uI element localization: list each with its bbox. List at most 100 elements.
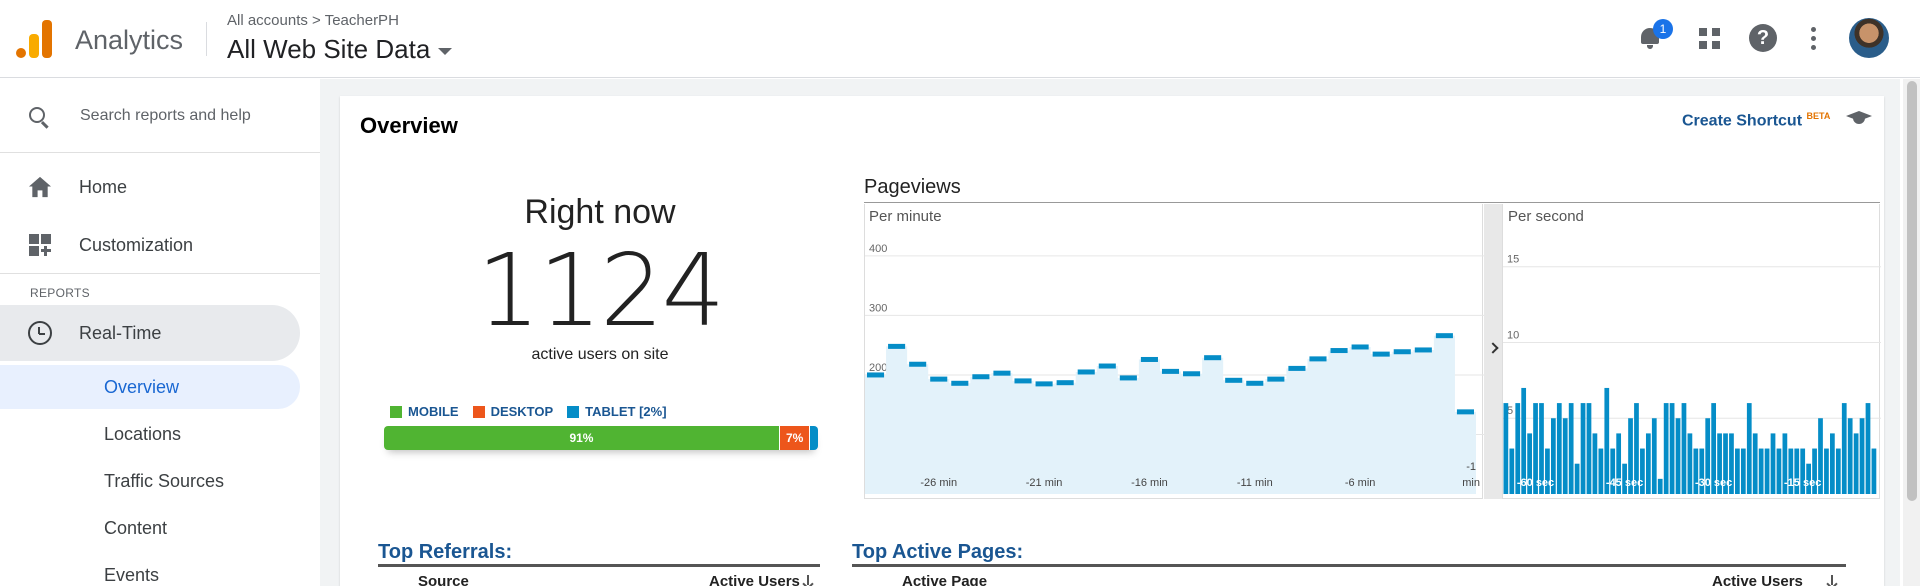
bar bbox=[1610, 448, 1616, 494]
sidebar-item-traffic-sources[interactable]: Traffic Sources bbox=[104, 471, 225, 491]
bar bbox=[1735, 448, 1740, 494]
col-active-page[interactable]: Active Page bbox=[902, 573, 988, 586]
bar bbox=[1711, 403, 1717, 494]
bar bbox=[1568, 403, 1574, 494]
x-tick-label: -30 sec bbox=[1695, 477, 1732, 489]
bar bbox=[1634, 403, 1639, 494]
sort-arrow-icon[interactable] bbox=[1827, 575, 1837, 586]
y-tick-label: 5 bbox=[1507, 405, 1513, 417]
property-selector[interactable]: All Web Site Data bbox=[227, 34, 453, 65]
sidebar-item-locations[interactable]: Locations bbox=[104, 424, 182, 444]
col-source[interactable]: Source bbox=[418, 573, 469, 586]
apps-grid-icon[interactable] bbox=[1699, 28, 1721, 50]
data-point bbox=[1225, 377, 1243, 383]
right-now-label: Right now bbox=[524, 193, 676, 231]
sidebar: Search reports and help Home Customizati… bbox=[0, 79, 320, 586]
analytics-logo-icon[interactable] bbox=[16, 18, 52, 58]
bar bbox=[1675, 418, 1681, 494]
legend-tablet: TABLET [2%] bbox=[567, 404, 667, 419]
bar bbox=[1824, 448, 1829, 494]
sidebar-item-events[interactable]: Events bbox=[104, 565, 160, 585]
pageviews-title-rule bbox=[864, 202, 1880, 203]
header-divider bbox=[206, 22, 207, 56]
bar bbox=[1746, 403, 1752, 494]
bar bbox=[1687, 433, 1693, 494]
reports-section-label: REPORTS bbox=[30, 286, 90, 300]
bar bbox=[1592, 433, 1598, 494]
bar bbox=[1580, 403, 1586, 494]
avatar[interactable] bbox=[1849, 18, 1889, 58]
data-point bbox=[951, 380, 969, 386]
legend-mobile: MOBILE bbox=[390, 404, 459, 419]
bar bbox=[1562, 418, 1568, 494]
data-point bbox=[1309, 356, 1327, 362]
top-referrals-title: Top Referrals: bbox=[378, 541, 513, 563]
search-icon bbox=[29, 107, 45, 123]
create-shortcut-link[interactable]: Create Shortcut BETA bbox=[1682, 111, 1831, 130]
data-point bbox=[1183, 371, 1201, 377]
col-active-users[interactable]: Active Users bbox=[709, 573, 800, 586]
report-card bbox=[340, 96, 1884, 586]
bar bbox=[1847, 418, 1853, 494]
breadcrumb[interactable]: All accounts > TeacherPH bbox=[227, 12, 399, 29]
bar bbox=[1527, 433, 1532, 494]
data-point bbox=[1372, 351, 1390, 357]
bar bbox=[1841, 403, 1847, 494]
bar bbox=[1628, 418, 1633, 494]
bar bbox=[1835, 448, 1841, 494]
bar bbox=[1586, 403, 1592, 494]
sort-arrow-icon[interactable] bbox=[803, 575, 813, 586]
sidebar-item-overview[interactable]: Overview bbox=[0, 365, 300, 409]
scroll-thumb[interactable] bbox=[1907, 81, 1917, 501]
bar bbox=[1871, 448, 1877, 494]
chart-toggle[interactable] bbox=[1484, 204, 1502, 499]
sidebar-item-label: Home bbox=[79, 176, 128, 197]
y-tick-label: 200 bbox=[869, 362, 887, 374]
search-input[interactable]: Search reports and help bbox=[80, 107, 251, 124]
sidebar-item-realtime[interactable]: Real-Time bbox=[0, 305, 300, 361]
bar bbox=[1503, 403, 1509, 494]
bar bbox=[1812, 448, 1817, 494]
bar bbox=[1550, 418, 1556, 494]
bar bbox=[1830, 433, 1835, 494]
bar bbox=[1705, 418, 1711, 494]
y-tick-label: 10 bbox=[1507, 329, 1519, 341]
bar bbox=[1806, 463, 1811, 494]
data-point bbox=[1056, 380, 1074, 386]
search-reports[interactable]: Search reports and help bbox=[0, 79, 320, 153]
device-legend: MOBILE DESKTOP TABLET [2%] bbox=[390, 404, 667, 419]
bar bbox=[1645, 433, 1651, 494]
top-pages-header: Active Page Active Users bbox=[852, 564, 1846, 586]
active-users-count: 1124 bbox=[476, 232, 726, 349]
data-point bbox=[1435, 333, 1453, 339]
bar bbox=[1622, 463, 1627, 494]
bar bbox=[1865, 403, 1871, 494]
bar bbox=[1663, 403, 1669, 494]
chevron-down-icon bbox=[438, 48, 453, 55]
x-tick-label: -1 bbox=[1466, 461, 1476, 473]
x-tick-label: -6 min bbox=[1345, 477, 1376, 489]
scrollbar[interactable] bbox=[1903, 79, 1920, 586]
graduation-cap-icon[interactable] bbox=[1846, 108, 1872, 128]
x-tick-label: -15 sec bbox=[1784, 477, 1821, 489]
bar bbox=[1533, 403, 1538, 494]
data-point bbox=[1119, 375, 1137, 381]
data-point bbox=[1288, 365, 1306, 371]
col-active-users[interactable]: Active Users bbox=[1712, 573, 1803, 586]
per-minute-label: Per minute bbox=[869, 208, 942, 225]
sidebar-item-customization[interactable]: Customization bbox=[0, 219, 300, 271]
y-tick-label: 400 bbox=[869, 243, 887, 255]
data-point bbox=[1035, 381, 1053, 387]
per-minute-chart: 100200300400-26 min-21 min-16 min-11 min… bbox=[865, 243, 1484, 494]
clock-icon bbox=[28, 321, 52, 345]
device-bar-desktop: 7% bbox=[778, 426, 810, 450]
data-point bbox=[1267, 376, 1285, 382]
sidebar-item-home[interactable]: Home bbox=[0, 161, 300, 213]
more-vert-icon[interactable] bbox=[1811, 27, 1817, 51]
help-icon[interactable]: ? bbox=[1749, 24, 1777, 52]
bar bbox=[1723, 433, 1728, 494]
per-second-panel: 5 10 15 -60 sec -45 sec -30 sec -15 sec bbox=[1502, 204, 1881, 499]
bar bbox=[1604, 387, 1610, 494]
sidebar-item-content[interactable]: Content bbox=[104, 518, 168, 538]
active-users-label: active users on site bbox=[531, 346, 669, 363]
